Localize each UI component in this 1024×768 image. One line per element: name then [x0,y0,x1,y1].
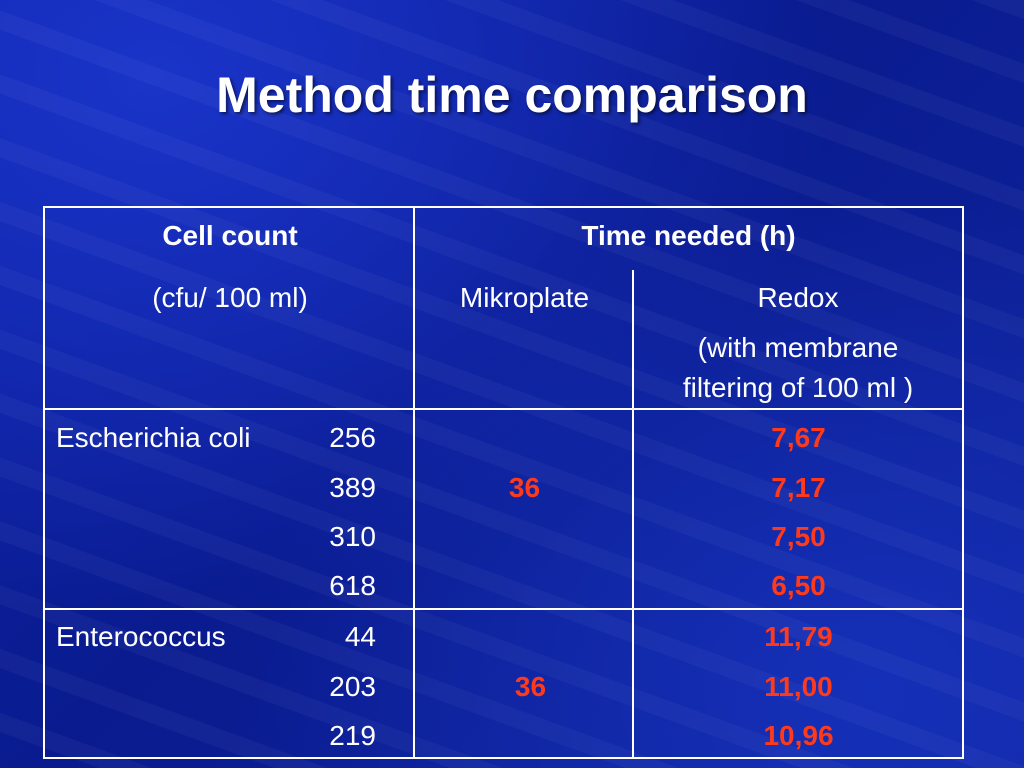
redox-value: 7,50 [771,521,826,552]
header-mikroplate: Mikroplate [459,282,590,313]
header-redox-note-line2: filtering of 100 ml ) [682,372,914,403]
comparison-table: Cell count (cfu/ 100 ml) Time needed (h)… [43,206,964,759]
organism-label-enterococcus: Enterococcus [56,621,226,652]
count-value: 310 [329,521,376,552]
redox-value: 7,17 [771,472,826,503]
horizontal-divider-groups [45,608,962,610]
slide-title: Method time comparison [216,67,808,123]
header-time-needed: Time needed (h) [581,220,796,251]
count-value: 203 [329,671,376,702]
count-value: 219 [329,720,376,751]
count-value: 389 [329,472,376,503]
vertical-divider-2 [632,270,634,757]
redox-value: 6,50 [771,570,826,601]
header-redox: Redox [757,282,839,313]
redox-value: 7,67 [771,422,826,453]
count-value: 44 [344,621,376,652]
header-cfu-unit: (cfu/ 100 ml) [152,282,308,313]
redox-value: 10,96 [763,720,834,751]
organism-label-ecoli: Escherichia coli [56,422,251,453]
header-redox-note-line1: (with membrane [697,332,899,363]
redox-value: 11,79 [764,621,833,652]
horizontal-divider-header [45,408,962,410]
mikroplate-value: 36 [514,671,547,702]
vertical-divider-1 [413,208,415,757]
count-value: 256 [329,422,376,453]
header-cell-count: Cell count [162,220,298,251]
redox-value: 11,00 [764,671,833,702]
mikroplate-value: 36 [508,472,541,503]
count-value: 618 [329,570,376,601]
